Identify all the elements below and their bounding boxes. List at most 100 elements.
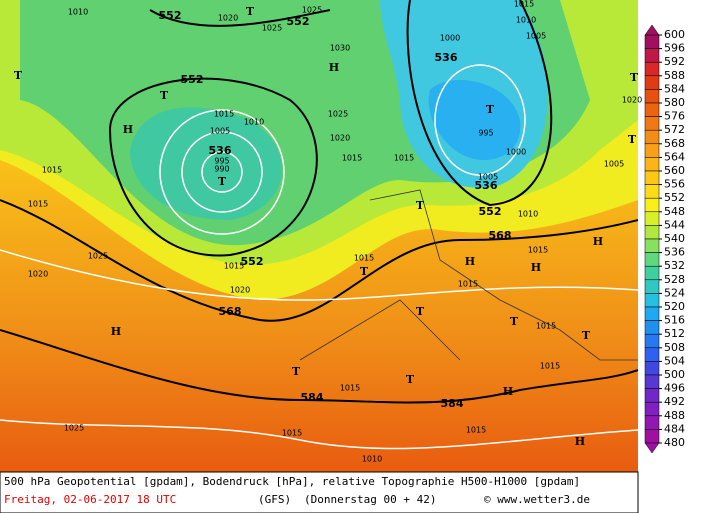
color-band	[644, 129, 660, 145]
map-label: T	[486, 103, 495, 116]
isobar	[159, 109, 285, 235]
map-label: 1005	[604, 160, 624, 169]
color-band	[644, 184, 660, 199]
map-label: T	[416, 305, 425, 318]
color-band	[644, 374, 660, 389]
map-label: T	[360, 265, 369, 278]
map-label: 990	[214, 165, 229, 174]
map-label: 1015	[224, 262, 244, 271]
map-label: 552	[479, 205, 502, 218]
color-band	[644, 157, 660, 172]
legend-level: 504	[664, 354, 685, 367]
map-label: T	[510, 315, 519, 328]
color-band	[644, 429, 660, 444]
color-band	[644, 279, 660, 294]
legend-level: 576	[664, 110, 685, 123]
footer-credit: © www.wetter3.de	[484, 493, 590, 506]
contour-line	[406, 0, 553, 207]
low-center-west	[130, 107, 283, 220]
contour-line	[108, 77, 318, 257]
legend-level: 560	[664, 164, 685, 177]
legend-level: 592	[664, 55, 685, 68]
legend-level: 520	[664, 300, 685, 313]
map-label: 1015	[282, 429, 302, 438]
map-label: 1010	[518, 210, 538, 219]
color-band	[644, 34, 660, 49]
map-label: 1005	[478, 173, 498, 182]
color-band	[644, 89, 660, 104]
color-band	[644, 306, 660, 321]
legend-level: 564	[664, 150, 685, 163]
map-label: 1010	[68, 8, 88, 17]
legend-level: 480	[664, 436, 685, 449]
color-band	[644, 75, 660, 90]
legend-level: 556	[664, 178, 685, 191]
map-label: 1015	[354, 254, 374, 263]
map-label: H	[111, 325, 121, 338]
map-label: T	[582, 329, 591, 342]
map-label: T	[628, 133, 637, 146]
legend-level: 488	[664, 409, 685, 422]
map-label: 584	[441, 397, 464, 410]
legend-level: 596	[664, 42, 685, 55]
contour-line	[0, 329, 639, 404]
map-label: 1015	[342, 154, 362, 163]
footer-date: Freitag, 02-06-2017 18 UTC	[4, 493, 176, 506]
legend-level: 524	[664, 286, 685, 299]
color-band	[644, 102, 660, 117]
map-label: 1005	[526, 32, 546, 41]
legend-level: 512	[664, 327, 685, 340]
color-band	[644, 293, 660, 308]
coastline	[299, 189, 638, 361]
legend-level: 600	[664, 28, 685, 41]
map-label: 1025	[262, 24, 282, 33]
map-label: 552	[241, 255, 264, 268]
color-band	[644, 238, 660, 253]
legend-level: 584	[664, 82, 685, 95]
isobar	[181, 131, 263, 213]
legend-level: 544	[664, 218, 685, 231]
legend-level: 496	[664, 382, 685, 395]
map-label: T	[14, 69, 23, 82]
color-band	[644, 61, 660, 77]
legend-level: 532	[664, 259, 685, 272]
map-label: T	[292, 365, 301, 378]
map-label: 1025	[302, 6, 322, 15]
map-label: 568	[219, 305, 242, 318]
map-label: 584	[301, 391, 324, 404]
map-label: T	[160, 89, 169, 102]
map-label: 1015	[458, 280, 478, 289]
map-label: 536	[209, 144, 232, 157]
map-label: H	[329, 61, 339, 74]
legend-level: 492	[664, 395, 685, 408]
footer-box	[0, 471, 639, 513]
map-label: 1020	[218, 14, 238, 23]
map-label: 1000	[506, 148, 526, 157]
map-label: 1015	[214, 110, 234, 119]
color-band	[644, 170, 660, 185]
footer-run: (Donnerstag 00 + 42)	[304, 493, 436, 506]
map-label: 1005	[210, 127, 230, 136]
map	[0, 0, 639, 472]
map-label: 1020	[28, 270, 48, 279]
map-label: 1020	[230, 286, 250, 295]
map-label: 995	[478, 129, 493, 138]
legend-level: 568	[664, 137, 685, 150]
map-label: 1015	[42, 166, 62, 175]
map-label: 1020	[622, 96, 642, 105]
color-band	[644, 361, 660, 376]
color-band	[644, 347, 660, 362]
color-band	[644, 333, 660, 349]
map-label: 1000	[440, 34, 460, 43]
legend-level: 516	[664, 314, 685, 327]
map-label: 552	[287, 15, 310, 28]
color-band	[644, 197, 660, 213]
map-label: 568	[489, 229, 512, 242]
color-band	[644, 116, 660, 131]
legend-level: 500	[664, 368, 685, 381]
map-label: 1020	[330, 134, 350, 143]
map-label: H	[465, 255, 475, 268]
map-label: 1015	[514, 0, 534, 9]
map-label: 552	[159, 9, 182, 22]
